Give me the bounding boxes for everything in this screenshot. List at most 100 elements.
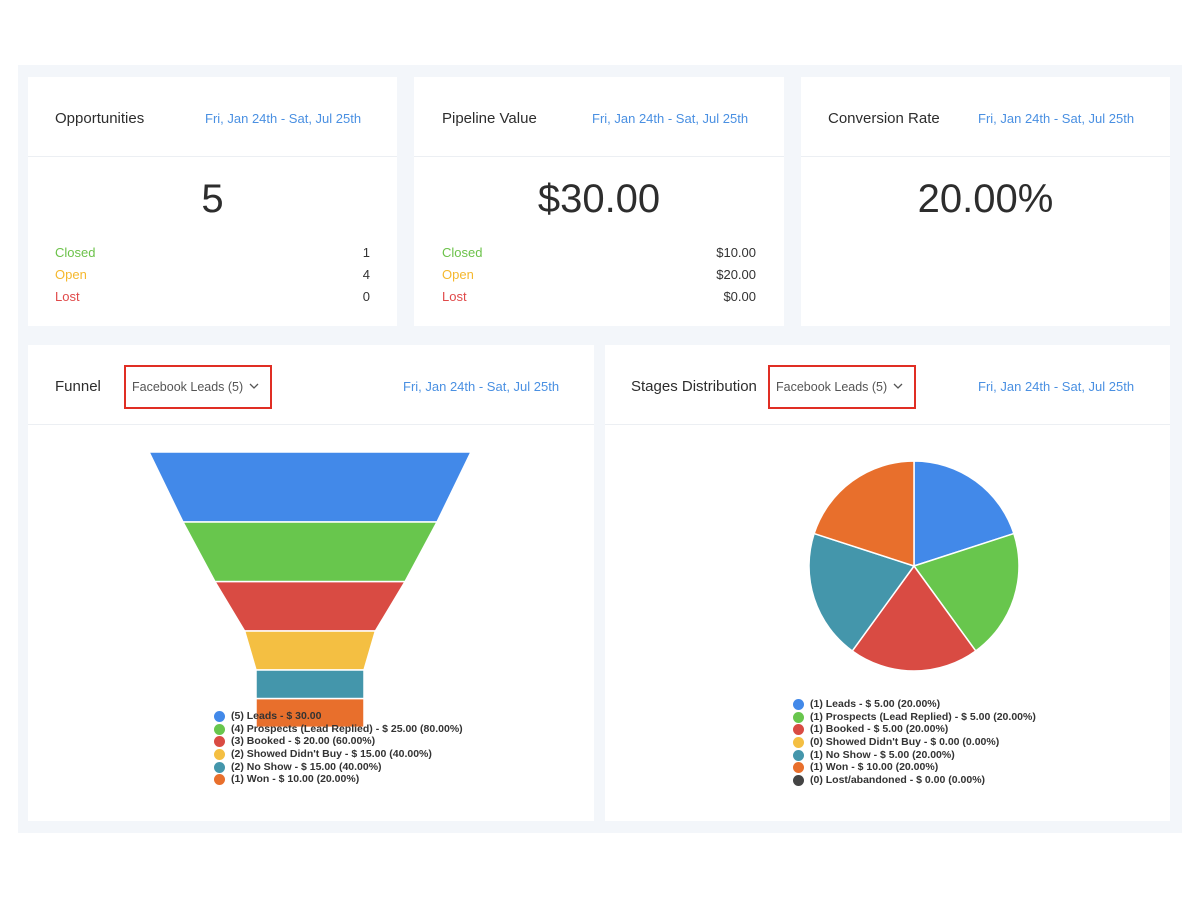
funnel-legend-item[interactable]: (3) Booked - $ 20.00 (60.00%) [214, 735, 463, 748]
stat-value: $20.00 [716, 267, 756, 282]
legend-swatch [214, 711, 225, 722]
legend-label: (1) Booked - $ 5.00 (20.00%) [810, 723, 949, 736]
stages-legend-item[interactable]: (1) Prospects (Lead Replied) - $ 5.00 (2… [793, 711, 1036, 724]
funnel-segment[interactable] [147, 451, 473, 523]
pipeline-select-value: Facebook Leads (5) [132, 380, 244, 394]
card-title: Pipeline Value [442, 110, 537, 127]
legend-label: (0) Showed Didn't Buy - $ 0.00 (0.00%) [810, 736, 1000, 749]
legend-label: (1) Leads - $ 5.00 (20.00%) [810, 698, 941, 710]
funnel-legend: (5) Leads - $ 30.00 (4) Prospects (Lead R… [214, 710, 463, 786]
legend-label: (5) Leads - $ 30.00 [231, 710, 322, 722]
stat-value: 4 [362, 267, 370, 282]
funnel-segment[interactable] [255, 669, 365, 700]
legend-swatch [793, 711, 804, 723]
legend-swatch [793, 775, 804, 787]
pipeline-select[interactable]: Facebook Leads (5) [768, 365, 916, 409]
stat-value: 0 [362, 289, 370, 304]
funnel-segment[interactable] [181, 521, 439, 583]
stages-legend: (1) Leads - $ 5.00 (20.00%) (1) Prospects… [793, 698, 1036, 787]
stages-pie-chart [808, 460, 1020, 672]
funnel-segment[interactable] [243, 630, 377, 671]
stat-label: Closed [442, 245, 483, 260]
date-range-link[interactable]: Fri, Jan 24th - Sat, Jul 25th [403, 379, 560, 394]
stages-legend-item[interactable]: (0) Showed Didn't Buy - $ 0.00 (0.00%) [793, 736, 1036, 749]
legend-swatch [214, 774, 225, 786]
legend-swatch [793, 724, 804, 736]
legend-label: (1) No Show - $ 5.00 (20.00%) [810, 748, 955, 761]
opportunities-total: 5 [201, 177, 224, 221]
pie-slice[interactable] [808, 532, 916, 652]
stages-legend-item[interactable]: (1) Leads - $ 5.00 (20.00%) [793, 698, 1036, 711]
card-title: Stages Distribution [631, 378, 757, 395]
stages-legend-item[interactable]: (1) Won - $ 10.00 (20.00%) [793, 761, 1036, 774]
card-header: Funnel Facebook Leads (5) Fri, Jan 24th … [28, 345, 594, 425]
pie-slice[interactable] [912, 532, 1020, 652]
legend-swatch [793, 762, 804, 774]
date-range-link[interactable]: Fri, Jan 24th - Sat, Jul 25th [205, 111, 362, 126]
date-range-link[interactable]: Fri, Jan 24th - Sat, Jul 25th [978, 111, 1135, 126]
stat-label: Open [55, 267, 87, 282]
stat-value: $0.00 [723, 289, 756, 304]
legend-swatch [793, 749, 804, 761]
legend-label: (1) Won - $ 10.00 (20.00%) [231, 773, 360, 786]
card-title: Conversion Rate [828, 110, 940, 127]
card-header: Stages Distribution Facebook Leads (5) F… [605, 345, 1170, 425]
stat-row-lost: Lost 0 [55, 289, 370, 309]
stages-legend-item[interactable]: (1) Booked - $ 5.00 (20.00%) [793, 723, 1036, 736]
stat-value: $10.00 [716, 245, 756, 260]
stages-legend-item[interactable]: (0) Lost/abandoned - $ 0.00 (0.00%) [793, 774, 1036, 787]
legend-label: (2) Showed Didn't Buy - $ 15.00 (40.00%) [231, 748, 432, 761]
pie-slice[interactable] [913, 460, 1015, 568]
stages-distribution-card: Stages Distribution Facebook Leads (5) F… [605, 345, 1170, 821]
stat-row-closed: Closed 1 [55, 245, 370, 265]
opportunities-card: Opportunities Fri, Jan 24th - Sat, Jul 2… [28, 77, 397, 326]
conversion-rate-value: 20.00% [917, 177, 1054, 221]
funnel-segment[interactable] [255, 697, 365, 729]
pipeline-select-value: Facebook Leads (5) [776, 380, 888, 394]
legend-label: (3) Booked - $ 20.00 (60.00%) [231, 735, 376, 748]
stat-value: 1 [362, 245, 370, 260]
funnel-legend-item[interactable]: (2) No Show - $ 15.00 (40.00%) [214, 761, 463, 774]
legend-label: (0) Lost/abandoned - $ 0.00 (0.00%) [810, 774, 986, 787]
card-header: Pipeline Value Fri, Jan 24th - Sat, Jul … [414, 77, 784, 157]
legend-label: (4) Prospects (Lead Replied) - $ 25.00 (… [231, 722, 463, 735]
legend-label: (1) Won - $ 10.00 (20.00%) [810, 761, 939, 774]
chevron-down-icon [249, 383, 259, 389]
stat-row-open: Open $20.00 [442, 267, 756, 287]
funnel-legend-item[interactable]: (2) Showed Didn't Buy - $ 15.00 (40.00%) [214, 748, 463, 761]
stat-label: Closed [55, 245, 96, 260]
stat-row-lost: Lost $0.00 [442, 289, 756, 309]
funnel-legend-item[interactable]: (1) Won - $ 10.00 (20.00%) [214, 773, 463, 786]
legend-label: (1) Prospects (Lead Replied) - $ 5.00 (2… [810, 710, 1036, 723]
funnel-card: Funnel Facebook Leads (5) Fri, Jan 24th … [28, 345, 594, 821]
chevron-down-icon [893, 383, 903, 389]
legend-label: (2) No Show - $ 15.00 (40.00%) [231, 760, 382, 773]
pipeline-value-card: Pipeline Value Fri, Jan 24th - Sat, Jul … [414, 77, 784, 326]
card-title: Opportunities [55, 110, 145, 127]
pie-slice[interactable] [851, 564, 977, 672]
pipeline-select[interactable]: Facebook Leads (5) [124, 365, 272, 409]
funnel-legend-item[interactable]: (4) Prospects (Lead Replied) - $ 25.00 (… [214, 723, 463, 736]
pipeline-total: $30.00 [537, 177, 661, 221]
legend-swatch [214, 723, 225, 735]
pie-slice[interactable] [813, 460, 915, 568]
card-header: Conversion Rate Fri, Jan 24th - Sat, Jul… [801, 77, 1170, 157]
date-range-link[interactable]: Fri, Jan 24th - Sat, Jul 25th [592, 111, 749, 126]
date-range-link[interactable]: Fri, Jan 24th - Sat, Jul 25th [978, 379, 1135, 394]
funnel-legend-item[interactable]: (5) Leads - $ 30.00 [214, 710, 463, 723]
stat-row-closed: Closed $10.00 [442, 245, 756, 265]
stat-row-open: Open 4 [55, 267, 370, 287]
legend-swatch [214, 749, 225, 761]
stat-label: Lost [55, 289, 80, 304]
conversion-rate-card: Conversion Rate Fri, Jan 24th - Sat, Jul… [801, 77, 1170, 326]
legend-swatch [793, 699, 804, 710]
legend-swatch [214, 736, 225, 748]
stat-label: Lost [442, 289, 467, 304]
funnel-segment[interactable] [213, 580, 407, 632]
card-header: Opportunities Fri, Jan 24th - Sat, Jul 2… [28, 77, 397, 157]
funnel-chart [147, 451, 473, 729]
legend-swatch [214, 761, 225, 773]
stages-legend-item[interactable]: (1) No Show - $ 5.00 (20.00%) [793, 749, 1036, 762]
card-title: Funnel [55, 378, 101, 395]
legend-swatch [793, 737, 804, 749]
